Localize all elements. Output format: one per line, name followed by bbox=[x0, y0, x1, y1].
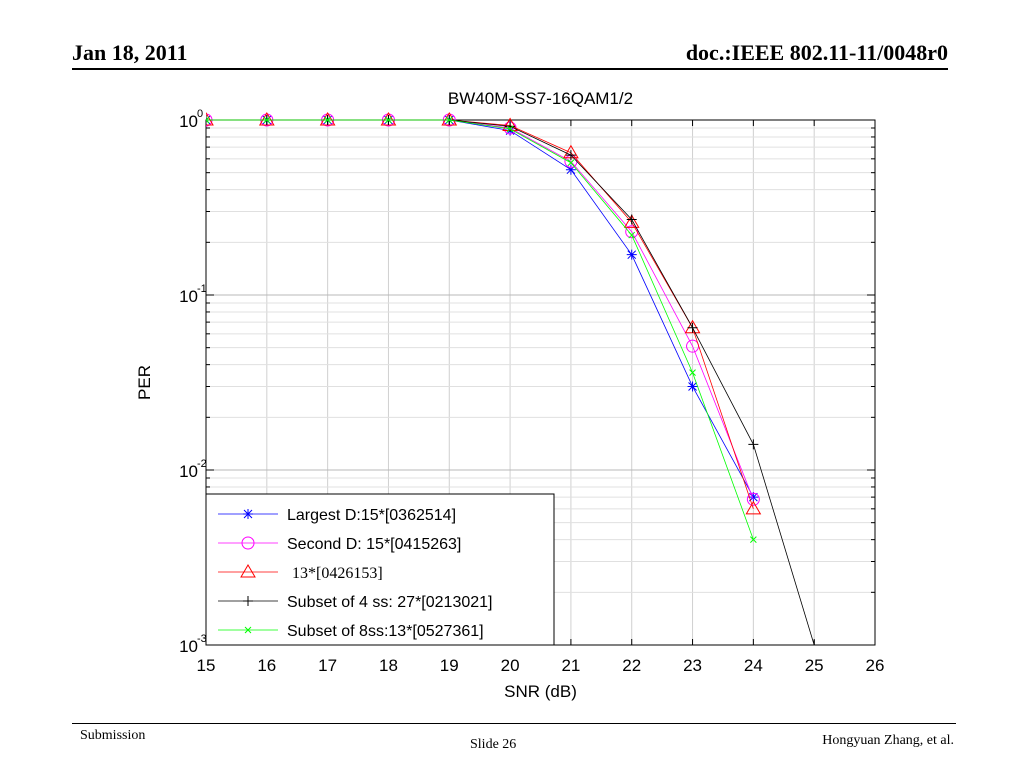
y-tick-exponent: 0 bbox=[197, 108, 203, 120]
data-point bbox=[746, 492, 760, 506]
data-point bbox=[445, 116, 453, 124]
y-tick-exponent: -3 bbox=[197, 633, 207, 645]
x-tick-label: 19 bbox=[440, 656, 459, 675]
legend-label: 13*[0426153] bbox=[292, 565, 383, 582]
data-point bbox=[206, 116, 210, 124]
y-tick-exponent: -1 bbox=[197, 283, 207, 295]
y-axis-label: PER bbox=[135, 365, 154, 400]
legend-marker bbox=[243, 596, 253, 606]
data-point bbox=[506, 125, 514, 133]
footer-submission: Submission bbox=[80, 728, 146, 743]
legend-item: Largest D:15*[0362514] bbox=[218, 507, 456, 524]
x-tick-label: 20 bbox=[501, 656, 520, 675]
y-tick-label: 10 -3 bbox=[179, 633, 207, 656]
x-tick-label: 17 bbox=[318, 656, 337, 675]
data-point bbox=[385, 116, 392, 124]
data-point bbox=[809, 640, 820, 645]
x-tick-label: 23 bbox=[683, 656, 702, 675]
data-point bbox=[625, 225, 639, 239]
chart-title: BW40M-SS7-16QAM1/2 bbox=[448, 89, 633, 108]
data-point bbox=[628, 231, 636, 239]
data-point bbox=[565, 164, 576, 175]
y-tick-label: 10 0 bbox=[179, 108, 203, 131]
header-date: Jan 18, 2011 bbox=[72, 40, 188, 65]
data-point bbox=[687, 381, 698, 392]
legend-marker bbox=[244, 626, 252, 634]
legend-item: Subset of 8ss:13*[0527361] bbox=[218, 623, 484, 640]
y-tick-base: 10 bbox=[179, 112, 198, 131]
data-point bbox=[750, 536, 757, 543]
legend-marker bbox=[241, 536, 255, 550]
series-5 bbox=[206, 116, 757, 543]
header-doc-id: doc.:IEEE 802.11-11/0048r0 bbox=[685, 40, 948, 65]
series-line bbox=[206, 119, 754, 540]
data-point bbox=[748, 492, 759, 503]
data-point bbox=[626, 249, 637, 260]
data-point bbox=[623, 214, 640, 228]
data-point bbox=[324, 116, 331, 124]
footer-slide-number: Slide 26 bbox=[470, 737, 517, 752]
data-point bbox=[748, 439, 759, 450]
legend-label: Second D: 15*[0415263] bbox=[287, 536, 461, 553]
y-tick-base: 10 bbox=[179, 637, 198, 656]
legend-label: Largest D:15*[0362514] bbox=[287, 507, 456, 524]
data-point bbox=[687, 322, 698, 333]
footer-rule bbox=[72, 723, 956, 724]
data-point bbox=[505, 121, 516, 132]
data-point bbox=[567, 159, 575, 167]
x-tick-label: 18 bbox=[379, 656, 398, 675]
legend-marker bbox=[243, 509, 253, 519]
y-tick-exponent: -2 bbox=[197, 458, 207, 470]
data-point bbox=[263, 116, 271, 124]
legend-marker bbox=[240, 564, 256, 578]
x-axis-label: SNR (dB) bbox=[504, 682, 577, 701]
legend-item: Second D: 15*[0415263] bbox=[218, 536, 461, 553]
x-tick-label: 15 bbox=[197, 656, 216, 675]
data-point bbox=[745, 500, 762, 515]
x-tick-label: 21 bbox=[561, 656, 580, 675]
x-tick-label: 16 bbox=[257, 656, 276, 675]
data-point bbox=[206, 112, 214, 126]
y-tick-base: 10 bbox=[179, 462, 198, 481]
y-tick-label: 10 -1 bbox=[179, 283, 207, 306]
footer-authors: Hongyuan Zhang, et al. bbox=[822, 733, 954, 748]
header-rule bbox=[72, 68, 948, 70]
legend-label: Subset of 4 ss: 27*[0213021] bbox=[287, 594, 492, 611]
legend-item: Subset of 4 ss: 27*[0213021] bbox=[218, 594, 492, 611]
y-tick-label: 10 -2 bbox=[179, 458, 207, 481]
data-point bbox=[626, 214, 637, 225]
data-point bbox=[689, 369, 696, 377]
x-tick-label: 24 bbox=[744, 656, 763, 675]
x-tick-label: 25 bbox=[805, 656, 824, 675]
legend-box bbox=[205, 493, 555, 646]
legend-label: Subset of 8ss:13*[0527361] bbox=[287, 623, 484, 640]
y-tick-base: 10 bbox=[179, 287, 198, 306]
legend: Largest D:15*[0362514] Second D: 15*[0415… bbox=[205, 493, 555, 646]
x-tick-label: 22 bbox=[622, 656, 641, 675]
series-group bbox=[206, 112, 820, 645]
legend-item: 13*[0426153] bbox=[218, 564, 383, 582]
x-tick-label: 26 bbox=[866, 656, 885, 675]
data-point bbox=[565, 150, 576, 161]
